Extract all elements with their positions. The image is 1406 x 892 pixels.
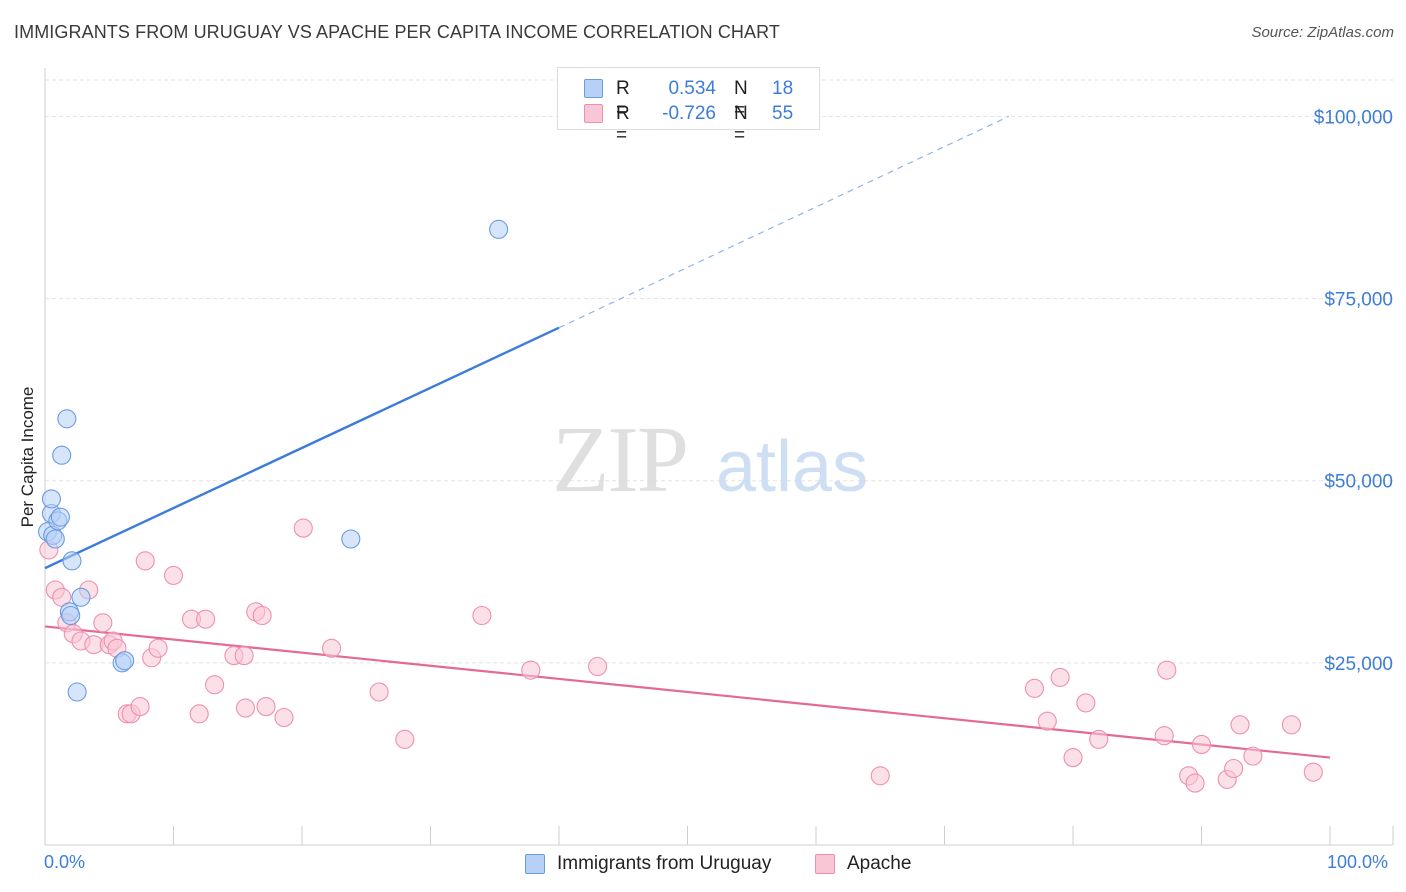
bottom-legend-label: Apache <box>847 853 912 874</box>
point-apache <box>274 707 294 728</box>
point-apache <box>587 656 608 677</box>
point-apache <box>1050 667 1070 687</box>
legend-n-value: 55 <box>772 103 794 124</box>
axes <box>44 68 1394 846</box>
point-apache <box>93 613 113 633</box>
point-apache <box>252 605 272 626</box>
legend-swatch-uruguay <box>584 79 603 98</box>
point-apache <box>1230 715 1250 735</box>
point-apache <box>322 638 342 658</box>
point-uruguay <box>41 489 61 509</box>
point-uruguay <box>489 219 509 239</box>
point-apache <box>1076 693 1096 713</box>
point-apache <box>1185 773 1205 793</box>
grid-lines <box>45 79 1393 664</box>
trend-line-apache <box>44 625 1331 759</box>
point-apache <box>1089 729 1109 749</box>
point-apache <box>235 698 256 718</box>
bottom-legend-swatch-apache <box>815 854 835 874</box>
point-apache <box>369 682 389 702</box>
point-apache <box>189 704 209 724</box>
y-tick-label: $25,000 <box>1324 654 1393 675</box>
legend-n-value: 18 <box>772 78 794 99</box>
point-apache <box>1037 711 1057 731</box>
legend-r-value: -0.726 <box>662 103 716 124</box>
legend-n-label: N = <box>734 103 748 146</box>
point-apache <box>1154 726 1174 746</box>
legend-swatch-apache <box>584 104 603 123</box>
legend-r-value: 0.534 <box>668 78 716 99</box>
point-apache <box>148 638 168 658</box>
y-tick-label: $50,000 <box>1324 472 1393 493</box>
point-apache <box>135 551 155 571</box>
y-tick-labels: $25,000 $50,000 $75,000 $100,000 <box>1314 107 1393 674</box>
point-apache <box>205 675 225 695</box>
point-uruguay <box>57 409 77 429</box>
watermark-zip: ZIP <box>552 408 687 512</box>
bottom-legend-label: Immigrants from Uruguay <box>557 853 772 874</box>
trend-line-uruguay <box>44 326 560 570</box>
point-apache <box>1303 762 1323 782</box>
point-uruguay <box>52 445 72 465</box>
point-apache <box>1224 758 1244 779</box>
chart-title: IMMIGRANTS FROM URUGUAY VS APACHE PER CA… <box>14 22 780 42</box>
legend-n-label: N = <box>734 78 748 121</box>
y-tick-label: $75,000 <box>1324 290 1393 311</box>
point-apache <box>234 646 254 666</box>
point-apache <box>256 697 276 717</box>
point-apache <box>196 609 216 629</box>
point-apache <box>395 729 415 749</box>
source-label: Source: ZipAtlas.com <box>1251 24 1394 41</box>
y-axis-label: Per Capita Income <box>18 386 37 528</box>
point-apache <box>1281 715 1301 735</box>
point-apache <box>472 605 492 626</box>
point-uruguay <box>50 507 70 527</box>
point-uruguay <box>115 651 135 671</box>
correlation-legend: R = 0.534 N = 18 R = -0.726 N = 55 <box>557 67 820 146</box>
point-uruguay <box>71 587 91 607</box>
legend-r-label: R = <box>616 103 630 146</box>
point-apache <box>1024 678 1044 698</box>
point-uruguay <box>341 529 361 549</box>
y-tick-label: $100,000 <box>1314 107 1393 128</box>
point-apache <box>521 660 541 680</box>
point-apache <box>293 518 313 538</box>
point-apache <box>1157 660 1177 680</box>
point-uruguay <box>61 605 81 626</box>
watermark-atlas: atlas <box>716 427 868 507</box>
x-max-label: 100.0% <box>1327 852 1389 872</box>
watermark: ZIP atlas <box>552 408 868 512</box>
data-points <box>38 219 1323 793</box>
trend-lines <box>44 115 1331 759</box>
point-apache <box>1063 748 1083 768</box>
point-uruguay <box>62 551 82 571</box>
point-apache <box>870 766 890 786</box>
point-apache <box>1243 746 1263 766</box>
legend-r-label: R = <box>616 78 630 121</box>
point-apache <box>130 697 150 717</box>
trend-line-uruguay-extension <box>558 115 1010 329</box>
x-min-label: 0.0% <box>44 852 86 872</box>
point-uruguay <box>67 682 87 702</box>
bottom-legend-swatch-uruguay <box>525 854 545 874</box>
point-uruguay <box>45 529 65 549</box>
point-apache <box>163 565 184 585</box>
point-apache <box>1191 734 1212 755</box>
